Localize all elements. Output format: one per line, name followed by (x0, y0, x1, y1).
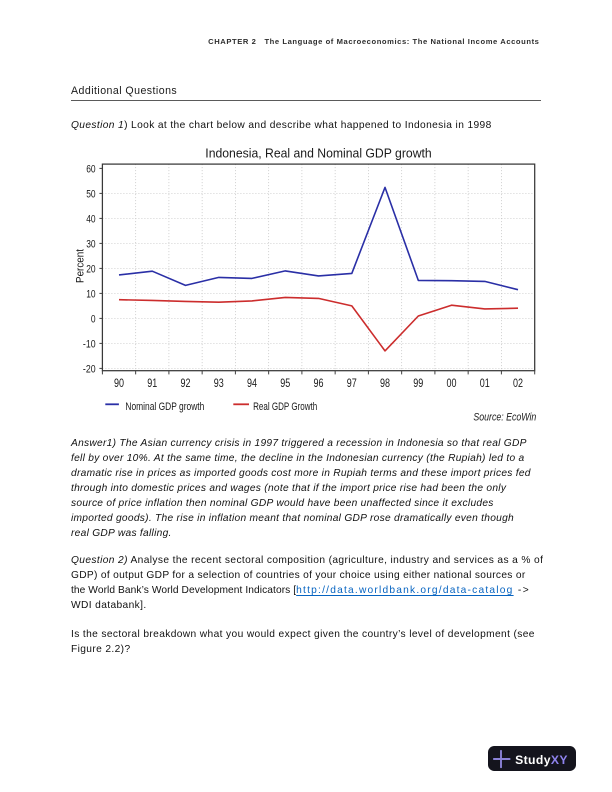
svg-text:01: 01 (480, 378, 490, 390)
svg-text:20: 20 (86, 263, 95, 275)
svg-text:98: 98 (380, 378, 390, 390)
svg-text:02: 02 (513, 378, 523, 390)
svg-text:StudyXY: StudyXY (515, 753, 567, 767)
svg-text:93: 93 (214, 378, 224, 390)
svg-text:10: 10 (86, 288, 95, 300)
svg-text:99: 99 (413, 378, 423, 390)
svg-text:Indonesia, Real and Nominal GD: Indonesia, Real and Nominal GDP growth (205, 145, 431, 160)
svg-text:50: 50 (86, 188, 95, 200)
svg-text:40: 40 (86, 213, 95, 225)
svg-text:91: 91 (147, 378, 157, 390)
svg-text:0: 0 (91, 313, 96, 325)
svg-text:60: 60 (86, 163, 95, 175)
svg-text:Source: EcoWin: Source: EcoWin (473, 412, 536, 424)
svg-text:-10: -10 (83, 338, 96, 350)
svg-text:96: 96 (314, 378, 324, 390)
svg-text:Real GDP Growth: Real GDP Growth (253, 401, 317, 413)
svg-text:94: 94 (247, 378, 257, 390)
svg-text:-20: -20 (83, 363, 96, 375)
svg-text:97: 97 (347, 378, 357, 390)
svg-text:00: 00 (447, 378, 457, 390)
svg-text:92: 92 (181, 378, 191, 390)
svg-text:95: 95 (280, 378, 290, 390)
svg-text:30: 30 (86, 238, 95, 250)
svg-text:90: 90 (114, 378, 124, 390)
svg-text:Percent: Percent (75, 249, 87, 283)
svg-text:Nominal GDP growth: Nominal GDP growth (125, 401, 204, 413)
